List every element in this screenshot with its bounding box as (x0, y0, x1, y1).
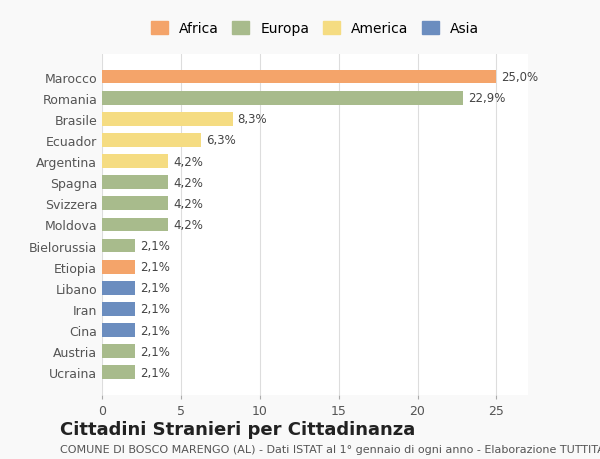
Text: Cittadini Stranieri per Cittadinanza: Cittadini Stranieri per Cittadinanza (60, 420, 415, 438)
Bar (102, 302, 135, 316)
Text: 2,1%: 2,1% (140, 282, 170, 295)
Text: 4,2%: 4,2% (173, 218, 203, 231)
Text: 4,2%: 4,2% (173, 197, 203, 210)
Bar (102, 324, 135, 337)
Text: 4,2%: 4,2% (173, 155, 203, 168)
Bar (102, 134, 202, 147)
Text: 6,3%: 6,3% (206, 134, 236, 147)
Text: 2,1%: 2,1% (140, 324, 170, 337)
Text: 2,1%: 2,1% (140, 240, 170, 252)
Legend: Africa, Europa, America, Asia: Africa, Europa, America, Asia (147, 18, 483, 40)
Bar (102, 112, 233, 126)
Bar (102, 260, 135, 274)
Text: 4,2%: 4,2% (173, 176, 203, 189)
Text: 2,1%: 2,1% (140, 366, 170, 379)
Bar (102, 71, 496, 84)
Bar (102, 197, 168, 211)
Bar (102, 218, 168, 232)
Bar (102, 176, 168, 190)
Text: 2,1%: 2,1% (140, 345, 170, 358)
Text: COMUNE DI BOSCO MARENGO (AL) - Dati ISTAT al 1° gennaio di ogni anno - Elaborazi: COMUNE DI BOSCO MARENGO (AL) - Dati ISTA… (60, 444, 600, 454)
Text: 2,1%: 2,1% (140, 261, 170, 274)
Bar (102, 155, 168, 168)
Text: 8,3%: 8,3% (238, 113, 268, 126)
Bar (102, 239, 135, 253)
Bar (102, 92, 463, 105)
Text: 22,9%: 22,9% (468, 92, 505, 105)
Bar (102, 345, 135, 358)
Bar (102, 366, 135, 379)
Text: 2,1%: 2,1% (140, 303, 170, 316)
Text: 25,0%: 25,0% (501, 71, 538, 84)
Bar (102, 281, 135, 295)
